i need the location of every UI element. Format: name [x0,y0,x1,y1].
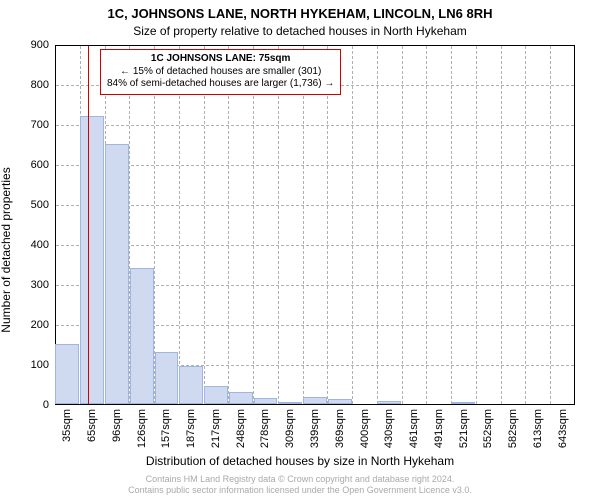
y-tick-label: 800 [31,79,49,91]
histogram-bar [179,366,203,404]
x-tick-label: 217sqm [210,409,222,448]
grid-line-horizontal [56,125,574,126]
grid-line-vertical [228,46,229,404]
y-tick-label: 0 [43,399,49,411]
grid-line-vertical [501,46,502,404]
x-tick-label: 400sqm [359,409,371,448]
grid-line-horizontal [56,205,574,206]
grid-line-vertical [278,46,279,404]
histogram-bar [80,116,104,404]
x-tick-label: 582sqm [507,409,519,448]
grid-line-horizontal [56,245,574,246]
y-tick-label: 500 [31,199,49,211]
grid-line-vertical [525,46,526,404]
x-tick-label: 643sqm [557,409,569,448]
grid-line-vertical [426,46,427,404]
histogram-bar [204,386,228,404]
info-box: 1C JOHNSONS LANE: 75sqm← 15% of detached… [100,49,341,95]
footer-line-2: Contains public sector information licen… [0,485,600,496]
x-tick-label: 461sqm [408,409,420,448]
grid-line-vertical [377,46,378,404]
x-tick-label: 65sqm [86,409,98,442]
histogram-bar [328,399,352,404]
y-tick-label: 200 [31,319,49,331]
y-tick-label: 400 [31,239,49,251]
x-tick-label: 248sqm [235,409,247,448]
grid-line-vertical [303,46,304,404]
grid-line-vertical [402,46,403,404]
x-tick-label: 126sqm [136,409,148,448]
histogram-bar [105,144,129,404]
grid-line-vertical [204,46,205,404]
grid-line-vertical [352,46,353,404]
grid-line-vertical [451,46,452,404]
chart-title: 1C, JOHNSONS LANE, NORTH HYKEHAM, LINCOL… [0,6,600,21]
y-tick-label: 300 [31,279,49,291]
x-tick-label: 369sqm [334,409,346,448]
grid-line-horizontal [56,165,574,166]
x-tick-label: 430sqm [383,409,395,448]
histogram-bar [229,392,253,404]
x-tick-label: 96sqm [111,409,123,442]
histogram-bar [303,397,327,404]
info-box-line: 1C JOHNSONS LANE: 75sqm [107,53,334,66]
x-tick-label: 521sqm [458,409,470,448]
x-tick-label: 187sqm [185,409,197,448]
grid-line-vertical [476,46,477,404]
footer-attribution: Contains HM Land Registry data © Crown c… [0,474,600,496]
y-tick-label: 700 [31,119,49,131]
grid-line-vertical [327,46,328,404]
y-tick-label: 600 [31,159,49,171]
histogram-bar [452,402,476,404]
chart-subtitle: Size of property relative to detached ho… [0,24,600,38]
x-tick-label: 339sqm [309,409,321,448]
grid-line-vertical [154,46,155,404]
grid-line-vertical [179,46,180,404]
x-tick-label: 613sqm [532,409,544,448]
x-tick-label: 157sqm [160,409,172,448]
footer-line-1: Contains HM Land Registry data © Crown c… [0,474,600,485]
histogram-bar [254,398,278,404]
grid-line-vertical [253,46,254,404]
x-tick-label: 552sqm [482,409,494,448]
y-axis-label: Number of detached properties [0,167,13,332]
plot-area: 010020030040050060070080090035sqm65sqm96… [55,45,575,405]
x-tick-label: 35sqm [61,409,73,442]
x-tick-label: 309sqm [284,409,296,448]
x-tick-label: 278sqm [259,409,271,448]
histogram-bar [278,402,302,404]
histogram-bar [155,352,179,404]
x-axis-label: Distribution of detached houses by size … [0,454,600,468]
y-tick-label: 100 [31,359,49,371]
y-tick-label: 900 [31,39,49,51]
reference-line [88,46,89,404]
histogram-bar [130,268,154,404]
x-tick-label: 491sqm [433,409,445,448]
grid-line-vertical [550,46,551,404]
info-box-line: ← 15% of detached houses are smaller (30… [107,66,334,79]
histogram-bar [377,401,401,404]
histogram-bar [55,344,79,404]
info-box-line: 84% of semi-detached houses are larger (… [107,78,334,91]
